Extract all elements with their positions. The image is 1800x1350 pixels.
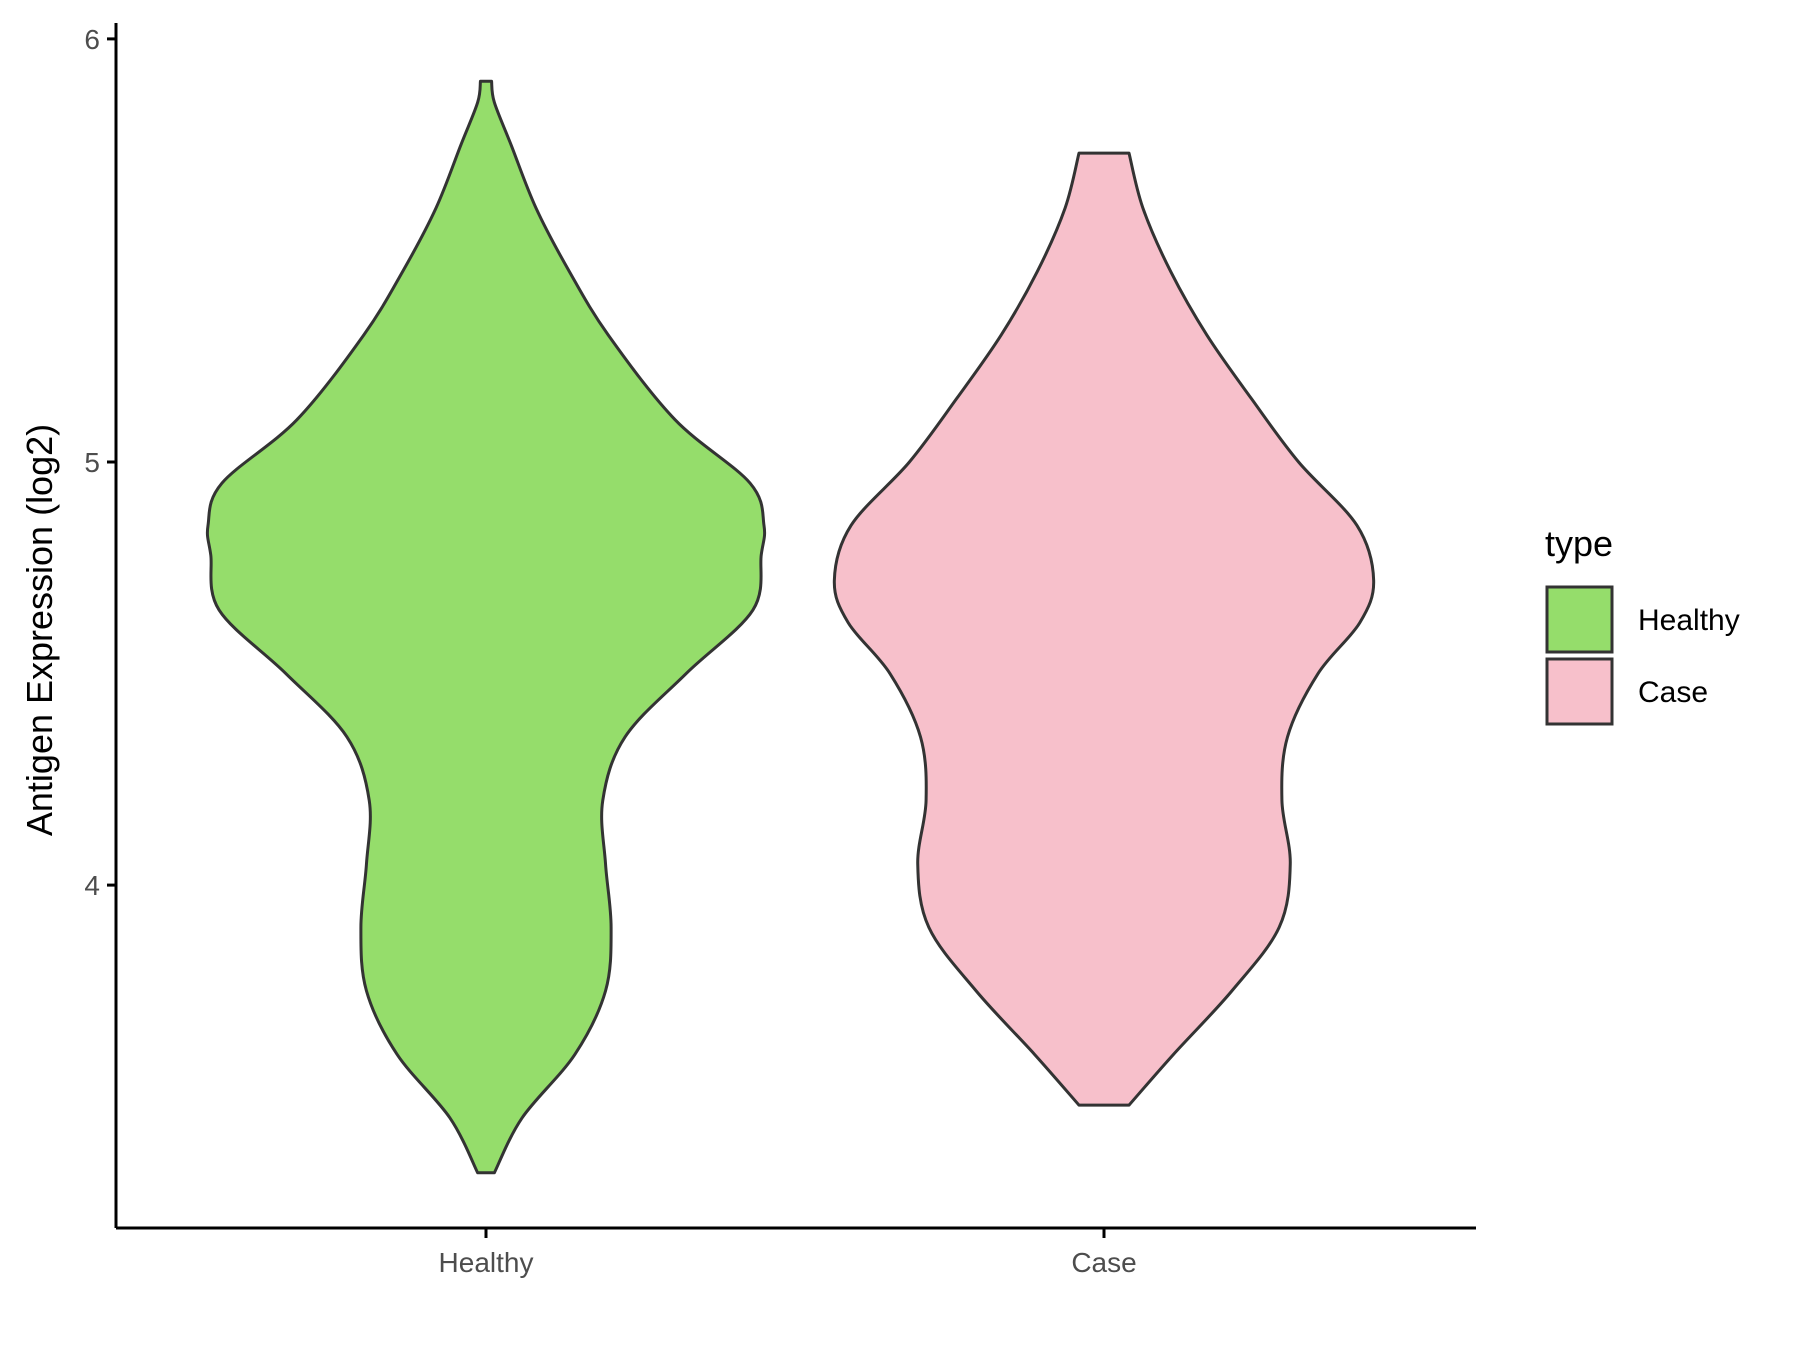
x-tick-label: Case	[1071, 1247, 1136, 1278]
y-ticks: 4 5 6	[84, 24, 116, 901]
x-tick-label: Healthy	[439, 1247, 534, 1278]
violin-healthy	[205, 79, 767, 1175]
legend-key-healthy	[1545, 585, 1614, 654]
legend-label: Healthy	[1638, 604, 1740, 637]
legend-title: type	[1545, 523, 1613, 564]
legend-items: Healthy Case	[1545, 585, 1740, 726]
legend-key-case	[1545, 657, 1614, 726]
y-axis-title: Antigen Expression (log2)	[19, 424, 60, 836]
legend: type Healthy Case	[1545, 523, 1740, 726]
y-tick-label: 6	[84, 24, 100, 55]
violin-case	[832, 151, 1376, 1107]
y-tick-label: 4	[84, 870, 100, 901]
x-ticks: Healthy Case	[439, 1228, 1137, 1278]
y-tick-label: 5	[84, 447, 100, 478]
legend-label: Case	[1638, 676, 1708, 709]
axes: 4 5 6 Healthy Case Antigen Expression (log2…	[19, 23, 1476, 1278]
plot-area	[205, 79, 1376, 1175]
